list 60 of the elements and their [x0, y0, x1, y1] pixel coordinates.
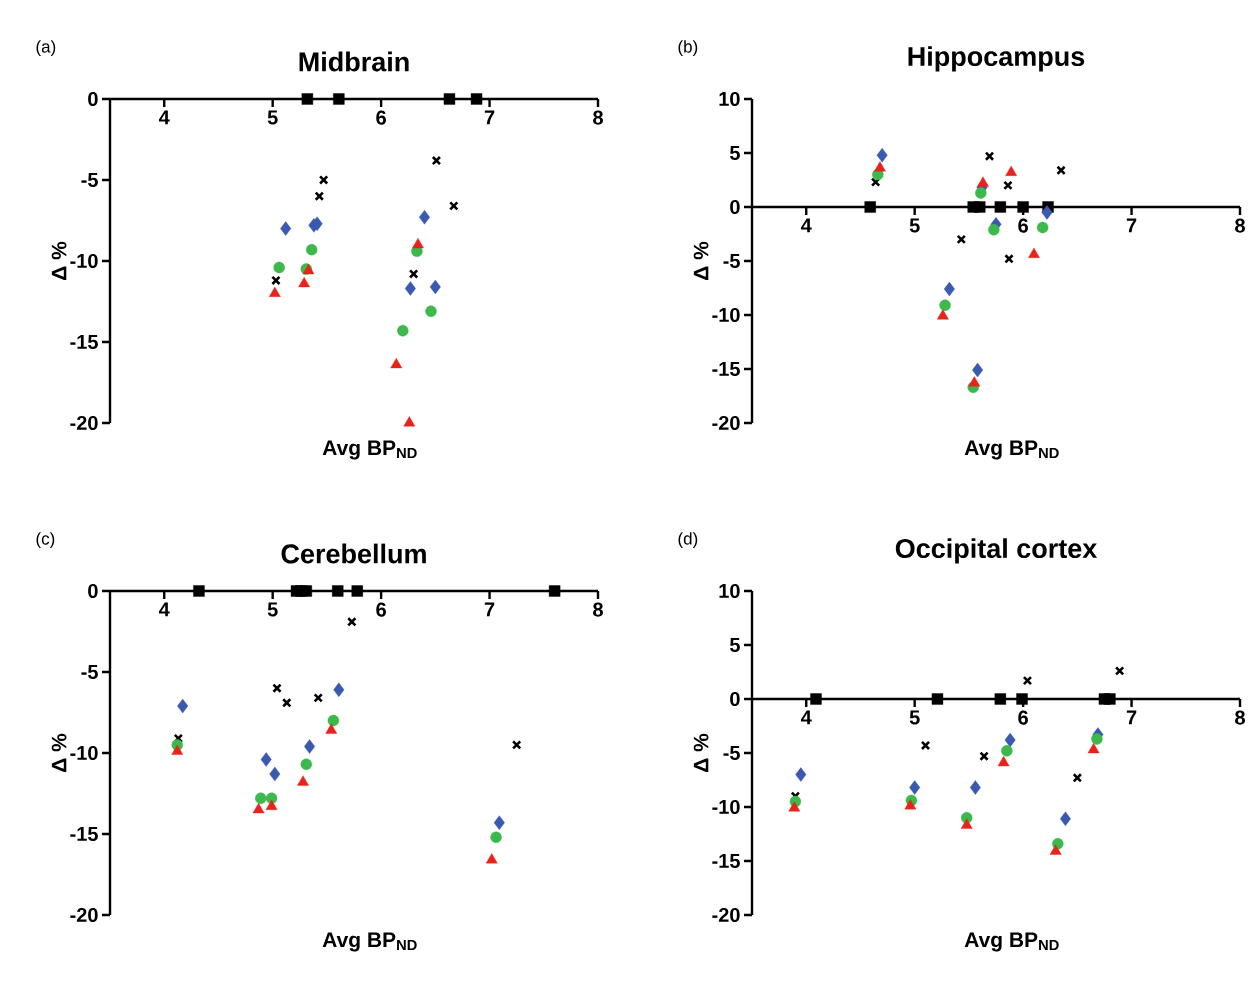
y-tick-label: 5	[729, 638, 740, 652]
y-tick-label: 0	[88, 583, 98, 599]
chart-title: Hippocampus	[908, 46, 1085, 72]
y-tick-label: -20	[712, 907, 740, 923]
x-tick-label: 6	[376, 110, 386, 125]
y-axis-title: Δ %	[693, 241, 709, 280]
chart-title: Occipital cortex	[895, 538, 1098, 564]
x-tick-label: 5	[909, 218, 920, 233]
y-axis-title: Δ %	[51, 733, 67, 772]
y-tick-label: -15	[70, 335, 98, 349]
y-axis-title: Δ %	[693, 733, 709, 772]
x-tick-label: 7	[1126, 218, 1137, 233]
x-tick-label: 4	[158, 602, 170, 617]
y-tick-label: -10	[70, 745, 98, 761]
x-tick-label: 4	[800, 710, 812, 725]
text: (c)	[36, 532, 55, 549]
y-tick-label: -20	[70, 415, 98, 431]
x-tick-label: 6	[1018, 218, 1028, 233]
y-tick-label: -15	[712, 362, 740, 376]
x-axis-title: Avg BP$_{ND}$	[322, 932, 417, 952]
y-tick-label: 0	[88, 91, 98, 107]
x-tick-label: 4	[800, 218, 812, 233]
text: (b)	[678, 40, 698, 57]
y-tick-label: -10	[712, 307, 740, 323]
y-tick-label: -15	[712, 854, 740, 868]
y-tick-label: 5	[729, 146, 740, 160]
y-tick-label: 0	[730, 691, 740, 707]
x-axis-title: Avg BP$_{ND}$	[964, 932, 1059, 952]
y-tick-label: 10	[719, 583, 740, 599]
x-tick-label: 7	[484, 602, 495, 617]
y-tick-label: -10	[712, 799, 740, 815]
x-tick-label: 8	[593, 110, 603, 125]
y-tick-label: -10	[70, 253, 98, 269]
y-tick-label: 0	[730, 199, 740, 215]
x-tick-label: 6	[376, 602, 386, 617]
x-tick-label: 7	[1126, 710, 1137, 725]
x-tick-label: 5	[267, 110, 278, 125]
text: (d)	[678, 532, 698, 549]
y-tick-label: -20	[712, 415, 740, 431]
y-tick-label: -20	[70, 907, 98, 923]
y-axis-title: Δ %	[51, 241, 67, 280]
y-tick-label: -5	[81, 665, 98, 679]
y-tick-label: -5	[81, 173, 98, 187]
y-tick-label: -5	[723, 746, 740, 760]
y-tick-label: -15	[70, 827, 98, 841]
chart-title: Midbrain	[299, 51, 409, 72]
y-tick-label: -5	[723, 254, 740, 268]
y-tick-label: 10	[719, 91, 740, 107]
x-tick-label: 8	[1235, 218, 1245, 233]
x-tick-label: 5	[267, 602, 278, 617]
chart-title: Cerebellum	[281, 543, 426, 564]
x-axis-title: Avg BP$_{ND}$	[322, 440, 417, 460]
x-tick-label: 5	[909, 710, 920, 725]
x-tick-label: 4	[158, 110, 170, 125]
x-tick-label: 8	[1235, 710, 1245, 725]
x-axis-title: Avg BP$_{ND}$	[964, 440, 1059, 460]
x-tick-label: 8	[593, 602, 603, 617]
x-tick-label: 6	[1018, 710, 1028, 725]
x-tick-label: 7	[484, 110, 495, 125]
text: (a)	[36, 40, 56, 57]
